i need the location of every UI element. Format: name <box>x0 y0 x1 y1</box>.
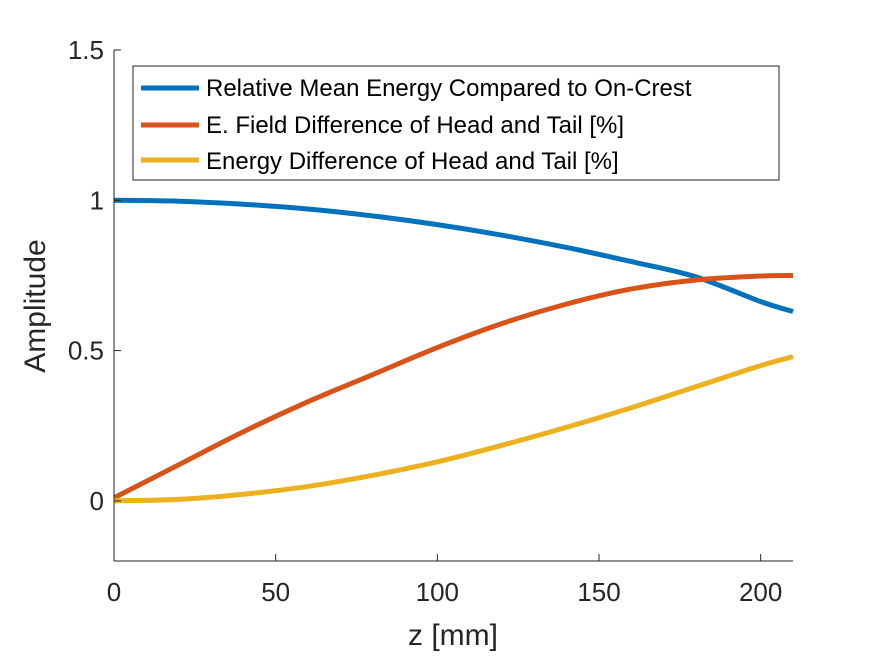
x-tick-label: 150 <box>577 577 620 607</box>
legend-label-mean-energy: Relative Mean Energy Compared to On-Cres… <box>206 75 692 102</box>
series-mean-energy-line <box>113 197 794 314</box>
y-tick-label: 1.5 <box>68 35 104 65</box>
y-tick-label: 1 <box>90 185 104 215</box>
x-axis-label: z [mm] <box>408 619 498 652</box>
legend-label-energy-diff: Energy Difference of Head and Tail [%] <box>206 148 619 175</box>
y-tick-label: 0 <box>90 486 104 516</box>
legend: Relative Mean Energy Compared to On-Cres… <box>132 65 780 181</box>
y-axis-label: Amplitude <box>19 239 52 372</box>
x-tick-label: 50 <box>261 577 290 607</box>
legend-label-efield-diff: E. Field Difference of Head and Tail [%] <box>206 112 624 139</box>
y-tick-label: 0.5 <box>68 336 104 366</box>
x-tick-label: 100 <box>416 577 459 607</box>
series-efield-diff-line <box>112 272 794 501</box>
axes-layer <box>113 49 793 562</box>
x-tick-label: 200 <box>739 577 782 607</box>
tick-label-layer: 0 50 100 150 200 0 0.5 1 1.5 <box>68 35 783 607</box>
legend-box <box>132 65 780 181</box>
x-tick-label: 0 <box>107 577 121 607</box>
series-energy-diff-line <box>113 354 794 504</box>
series-layer <box>112 197 794 504</box>
